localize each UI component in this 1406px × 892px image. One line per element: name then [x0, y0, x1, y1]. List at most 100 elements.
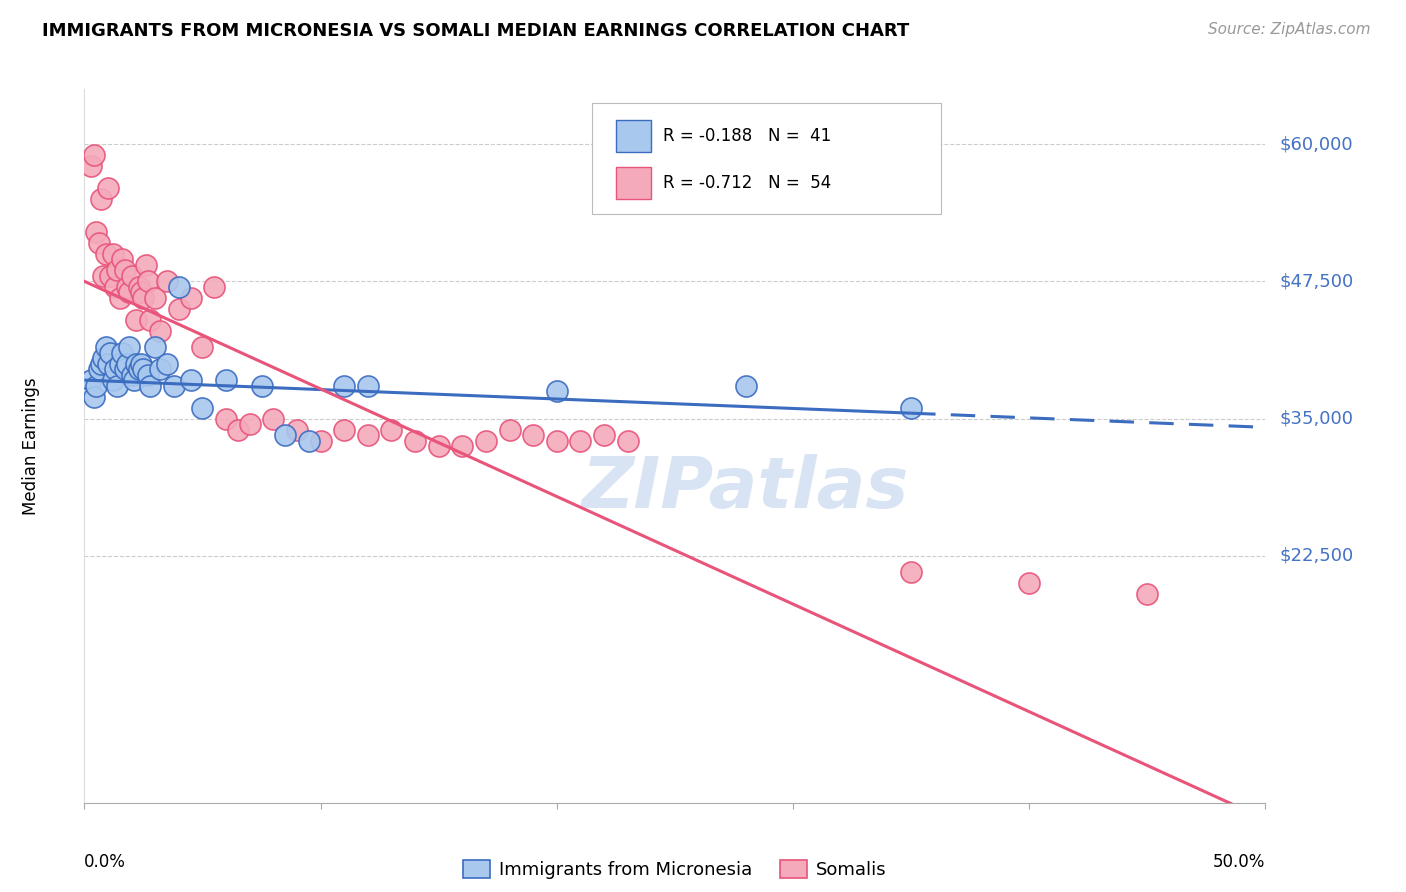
- Text: Source: ZipAtlas.com: Source: ZipAtlas.com: [1208, 22, 1371, 37]
- Text: 0.0%: 0.0%: [84, 853, 127, 871]
- Point: [475, 434, 498, 448]
- Point: [569, 434, 592, 448]
- Point: [734, 378, 756, 392]
- Point: [180, 291, 202, 305]
- Point: [900, 566, 922, 580]
- Point: [97, 357, 120, 371]
- Legend: Immigrants from Micronesia, Somalis: Immigrants from Micronesia, Somalis: [456, 853, 894, 887]
- Point: [546, 434, 568, 448]
- Point: [132, 362, 155, 376]
- Point: [114, 263, 136, 277]
- Point: [128, 362, 150, 376]
- Point: [104, 362, 127, 376]
- Point: [98, 345, 121, 359]
- Point: [180, 373, 202, 387]
- Point: [427, 439, 450, 453]
- Point: [129, 357, 152, 371]
- Point: [357, 378, 380, 392]
- Point: [357, 428, 380, 442]
- Point: [94, 340, 117, 354]
- Point: [309, 434, 332, 448]
- Point: [139, 312, 162, 326]
- Point: [191, 340, 214, 354]
- Point: [91, 351, 114, 366]
- Point: [546, 384, 568, 398]
- Bar: [616, 120, 651, 152]
- Text: $22,500: $22,500: [1279, 547, 1354, 565]
- Point: [115, 357, 138, 371]
- Point: [215, 373, 238, 387]
- Point: [451, 439, 474, 453]
- Point: [1018, 576, 1040, 591]
- Point: [97, 181, 120, 195]
- Point: [149, 362, 172, 376]
- Point: [98, 268, 121, 283]
- Text: R = -0.712   N =  54: R = -0.712 N = 54: [664, 174, 831, 192]
- Point: [215, 411, 238, 425]
- Point: [136, 274, 159, 288]
- Text: R = -0.188   N =  41: R = -0.188 N = 41: [664, 127, 831, 145]
- Point: [380, 423, 402, 437]
- Point: [121, 368, 143, 382]
- Point: [108, 291, 131, 305]
- Point: [616, 434, 638, 448]
- Point: [132, 291, 155, 305]
- Text: ZIPatlas: ZIPatlas: [582, 454, 910, 524]
- Point: [122, 373, 145, 387]
- Point: [111, 252, 134, 267]
- Point: [107, 263, 129, 277]
- Point: [250, 378, 273, 392]
- Text: IMMIGRANTS FROM MICRONESIA VS SOMALI MEDIAN EARNINGS CORRELATION CHART: IMMIGRANTS FROM MICRONESIA VS SOMALI MED…: [42, 22, 910, 40]
- Text: $47,500: $47,500: [1279, 272, 1354, 290]
- Point: [191, 401, 214, 415]
- Point: [101, 247, 124, 261]
- Point: [202, 280, 225, 294]
- Point: [522, 428, 544, 442]
- Point: [298, 434, 321, 448]
- Point: [149, 324, 172, 338]
- Point: [118, 285, 141, 300]
- Point: [128, 280, 150, 294]
- Point: [404, 434, 426, 448]
- Point: [90, 192, 112, 206]
- Point: [333, 378, 356, 392]
- Point: [1136, 587, 1159, 601]
- Point: [101, 373, 124, 387]
- Point: [83, 148, 105, 162]
- Point: [285, 423, 308, 437]
- Point: [87, 362, 110, 376]
- Point: [83, 390, 105, 404]
- Point: [167, 280, 190, 294]
- Point: [80, 159, 103, 173]
- Bar: [616, 167, 651, 199]
- Point: [262, 411, 284, 425]
- Point: [121, 268, 143, 283]
- Point: [333, 423, 356, 437]
- Point: [108, 357, 131, 371]
- Point: [107, 378, 129, 392]
- Point: [156, 274, 179, 288]
- Point: [274, 428, 297, 442]
- Point: [167, 301, 190, 316]
- FancyBboxPatch shape: [592, 103, 941, 214]
- Point: [139, 378, 162, 392]
- Point: [593, 428, 616, 442]
- Point: [135, 258, 157, 272]
- Point: [80, 373, 103, 387]
- Text: $35,000: $35,000: [1279, 409, 1354, 427]
- Point: [143, 340, 166, 354]
- Point: [226, 423, 249, 437]
- Point: [111, 345, 134, 359]
- Point: [94, 247, 117, 261]
- Point: [104, 280, 127, 294]
- Point: [239, 417, 262, 431]
- Point: [87, 235, 110, 250]
- Point: [125, 312, 148, 326]
- Text: $60,000: $60,000: [1279, 135, 1353, 153]
- Point: [115, 280, 138, 294]
- Point: [136, 368, 159, 382]
- Point: [156, 357, 179, 371]
- Point: [84, 225, 107, 239]
- Text: Median Earnings: Median Earnings: [22, 377, 41, 515]
- Text: 50.0%: 50.0%: [1213, 853, 1265, 871]
